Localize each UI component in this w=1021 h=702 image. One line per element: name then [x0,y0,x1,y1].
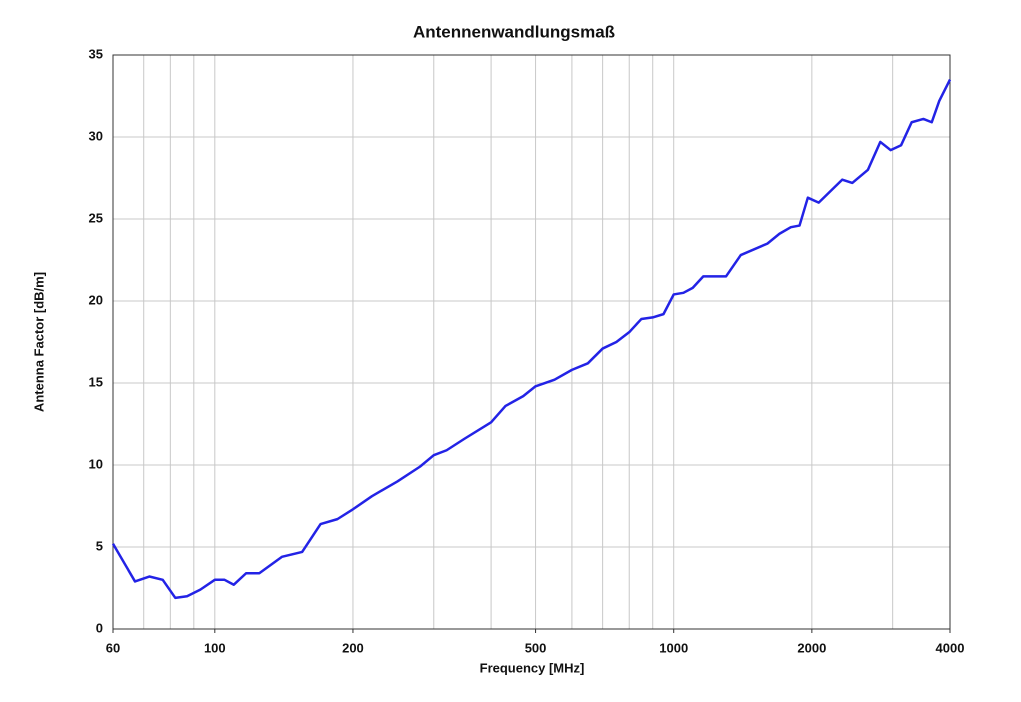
y-tick-label: 20 [89,292,103,307]
y-tick-label: 25 [89,210,103,225]
y-tick-label: 15 [89,374,103,389]
plot-frame [112,54,951,630]
x-tick-label: 100 [204,640,226,655]
y-tick-label: 30 [89,128,103,143]
x-axis-label: Frequency [MHz] [480,660,585,675]
x-tick-label: 500 [525,640,547,655]
x-tick-label: 1000 [659,640,688,655]
x-tick-label: 2000 [797,640,826,655]
data-line [111,79,952,600]
y-tick-label: 0 [96,620,103,635]
x-tick-label: 200 [342,640,364,655]
y-tick-label: 5 [96,538,103,553]
x-tick-label: 4000 [936,640,965,655]
x-tick-label: 60 [106,640,120,655]
y-tick-label: 35 [89,46,103,61]
y-axis-label: Antenna Factor [dB/m] [31,272,46,412]
y-tick-label: 10 [89,456,103,471]
chart-title: Antennenwandlungsmaß [413,22,615,41]
